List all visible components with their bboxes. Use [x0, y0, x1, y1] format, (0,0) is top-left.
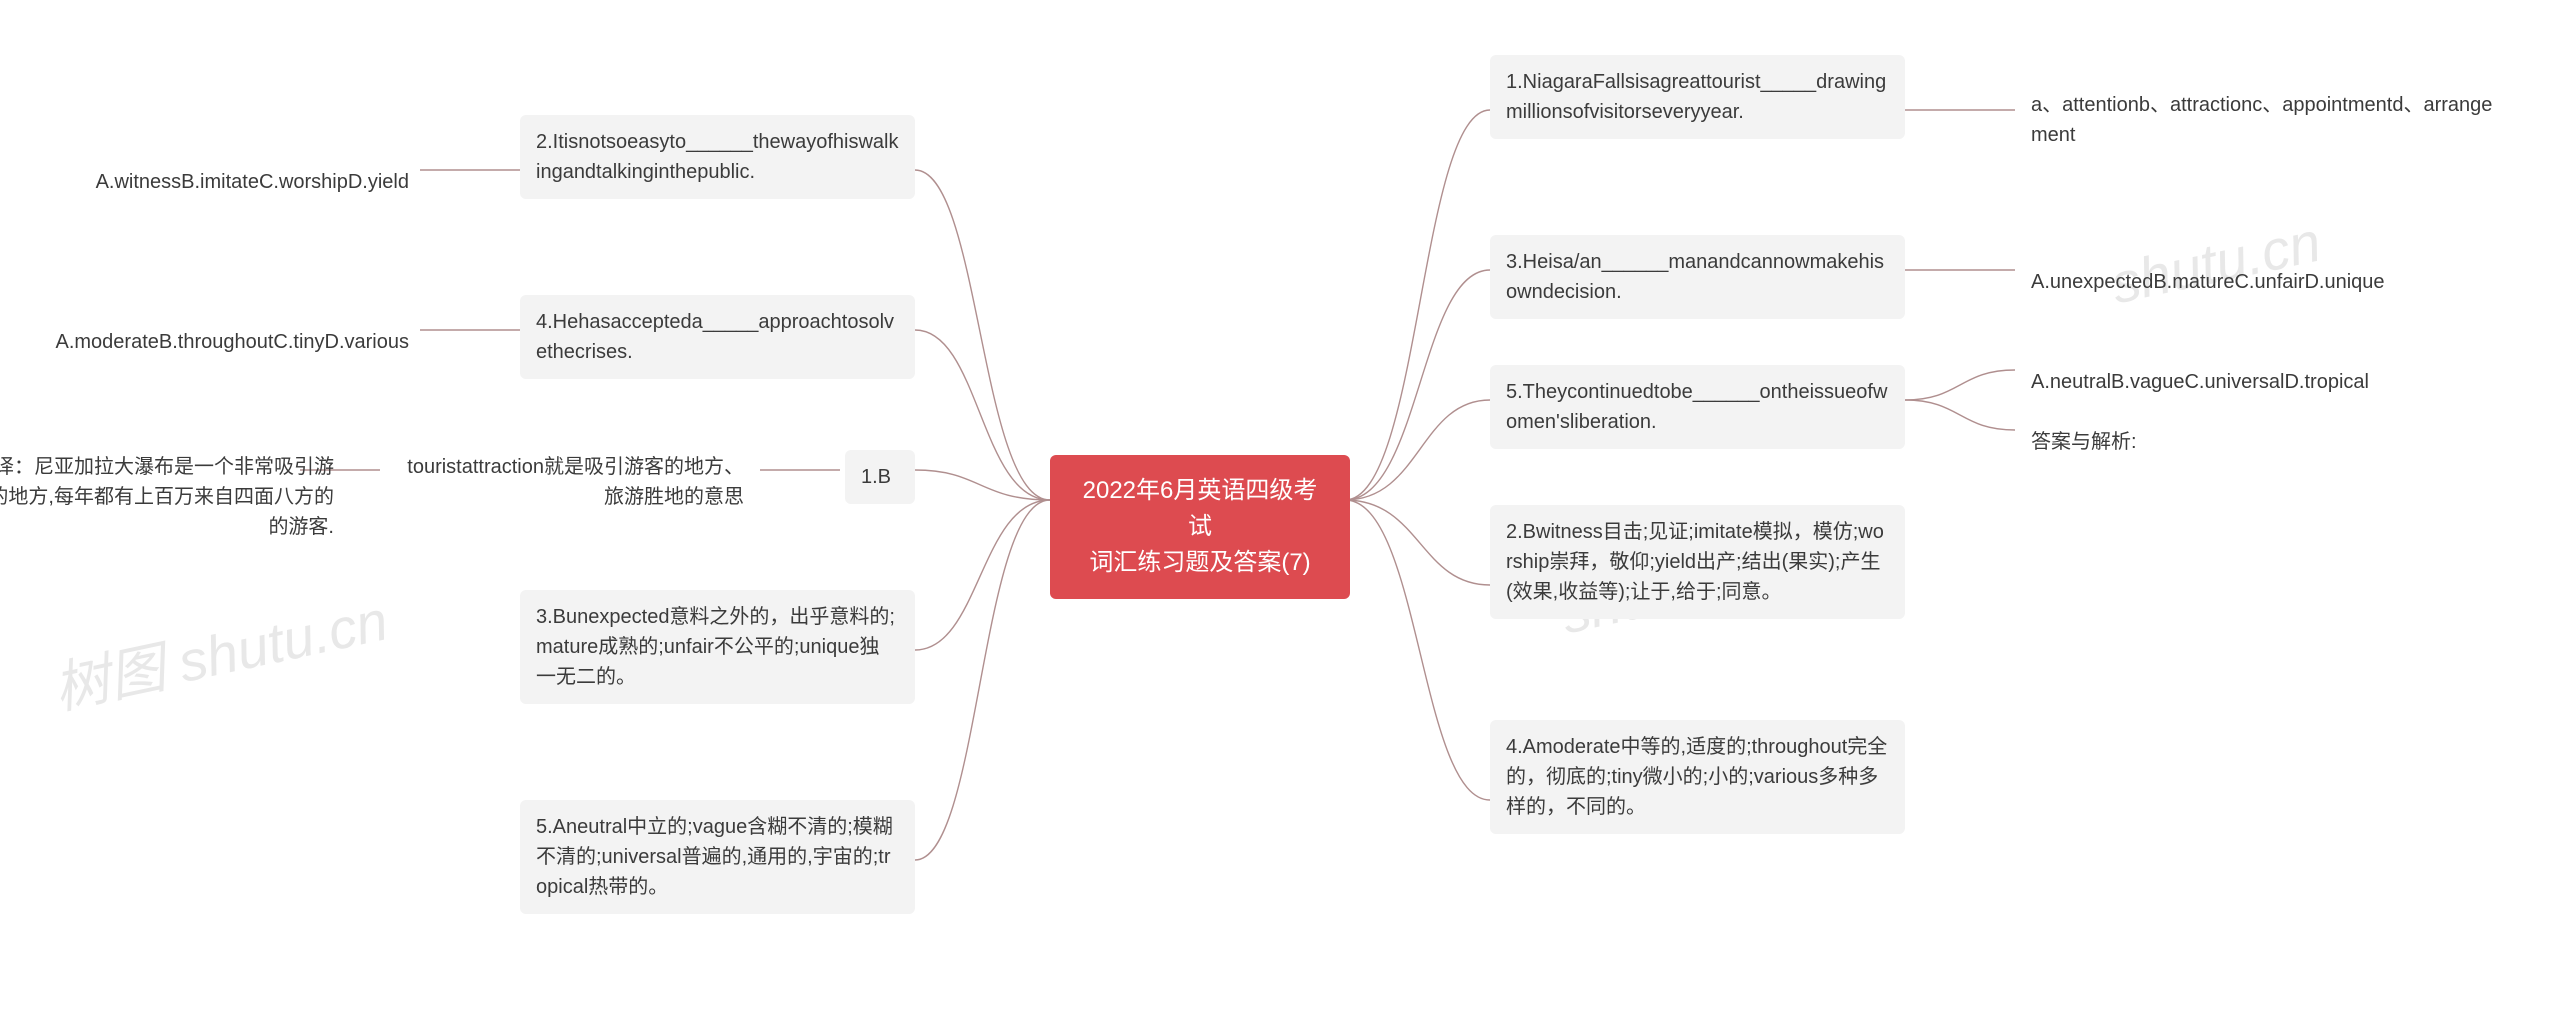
left-leaf-a1-translation: 翻译：尼亚加拉大瀑布是一个非常吸引游客的地方,每年都有上百万来自四面八方的的游客…: [0, 440, 350, 554]
right-node-q1: 1.NiagaraFallsisagreattourist_____drawin…: [1490, 55, 1905, 139]
right-node-q3: 3.Heisa/an______manandcannowmakehisownde…: [1490, 235, 1905, 319]
right-node-q5: 5.Theycontinuedtobe______ontheissueofwom…: [1490, 365, 1905, 449]
left-node-a3: 3.Bunexpected意料之外的，出乎意料的;mature成熟的;unfai…: [520, 590, 915, 704]
left-node-q4: 4.Hehasaccepteda_____approachtosolvethec…: [520, 295, 915, 379]
right-leaf-q5-options: A.neutralB.vagueC.universalD.tropical: [2015, 355, 2475, 409]
left-leaf-q4-options: A.moderateB.throughoutC.tinyD.various: [25, 315, 425, 369]
watermark: 树图 shutu.cn: [45, 576, 394, 726]
right-node-a4: 4.Amoderate中等的,适度的;throughout完全的，彻底的;tin…: [1490, 720, 1905, 834]
right-leaf-q3-options: A.unexpectedB.matureC.unfairD.unique: [2015, 255, 2495, 309]
left-leaf-q2-options: A.witnessB.imitateC.worshipD.yield: [50, 155, 425, 209]
right-leaf-answers-label: 答案与解析:: [2015, 415, 2215, 469]
center-line2: 词汇练习题及答案(7): [1089, 549, 1310, 576]
center-line1: 2022年6月英语四级考试: [1083, 477, 1318, 540]
center-node: 2022年6月英语四级考试 词汇练习题及答案(7): [1050, 455, 1350, 599]
left-node-a1: 1.B: [845, 450, 915, 504]
left-node-a5: 5.Aneutral中立的;vague含糊不清的;模糊不清的;universal…: [520, 800, 915, 914]
left-leaf-a1-explain: touristattraction就是吸引游客的地方、旅游胜地的意思: [375, 440, 760, 524]
left-node-q2: 2.Itisnotsoeasyto______thewayofhiswalkin…: [520, 115, 915, 199]
right-node-a2: 2.Bwitness目击;见证;imitate模拟，模仿;worship崇拜，敬…: [1490, 505, 1905, 619]
right-leaf-q1-options: a、attentionb、attractionc、appointmentd、ar…: [2015, 78, 2515, 162]
